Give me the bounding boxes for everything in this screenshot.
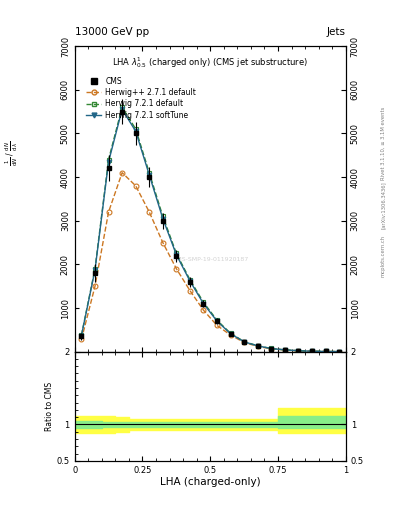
Text: LHA $\lambda^{1}_{0.5}$ (charged only) (CMS jet substructure): LHA $\lambda^{1}_{0.5}$ (charged only) (… [112,55,308,70]
Text: [arXiv:1306.3436]: [arXiv:1306.3436] [381,181,386,229]
Text: 13000 GeV pp: 13000 GeV pp [75,27,149,37]
Text: CMS-SMP-19-011920187: CMS-SMP-19-011920187 [172,258,248,263]
X-axis label: LHA (charged-only): LHA (charged-only) [160,477,261,487]
Legend: CMS, Herwig++ 2.7.1 default, Herwig 7.2.1 default, Herwig 7.2.1 softTune: CMS, Herwig++ 2.7.1 default, Herwig 7.2.… [84,74,198,122]
Y-axis label: Ratio to CMS: Ratio to CMS [45,381,54,431]
Y-axis label: $\mathregular{\frac{1}{N} \frac{dN}{d\lambda}}$: $\mathregular{\frac{1}{N} \frac{dN}{d\la… [0,511,1,512]
Text: Jets: Jets [327,27,346,37]
Text: mcplots.cern.ch: mcplots.cern.ch [381,235,386,277]
Text: $\frac{1}{\mathrm{d}N}\ /\ \frac{\mathrm{d}N}{\mathrm{d}\lambda}$: $\frac{1}{\mathrm{d}N}\ /\ \frac{\mathrm… [4,141,20,166]
Text: Rivet 3.1.10, ≥ 3.1M events: Rivet 3.1.10, ≥ 3.1M events [381,106,386,180]
